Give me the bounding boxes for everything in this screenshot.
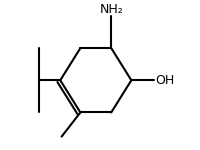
Text: OH: OH	[155, 74, 174, 87]
Text: NH₂: NH₂	[99, 3, 122, 16]
